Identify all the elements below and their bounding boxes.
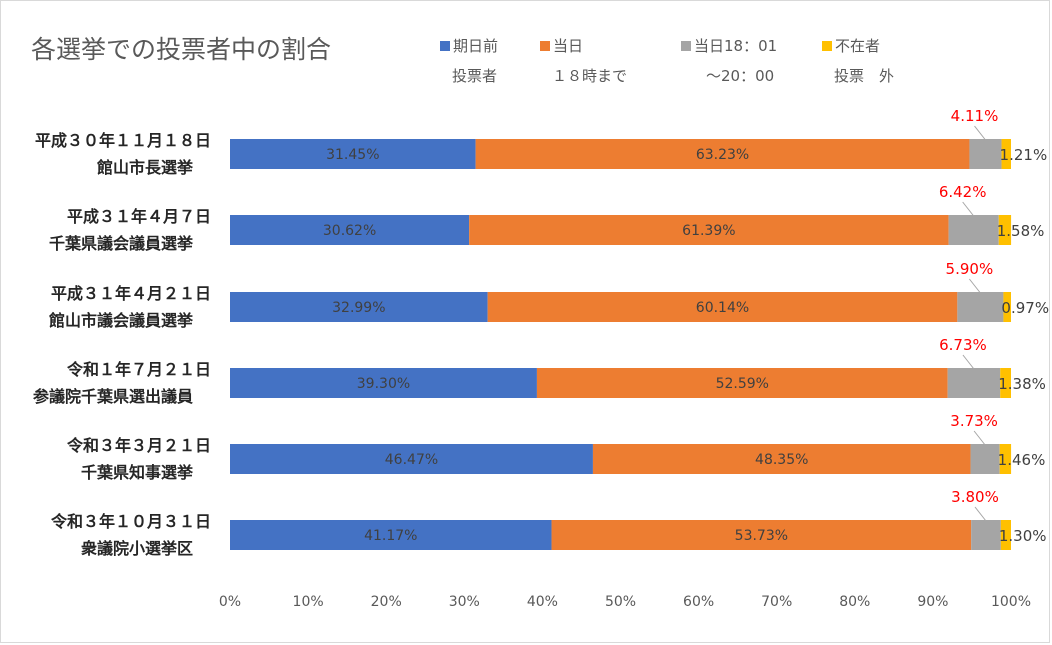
bar-segment — [230, 139, 476, 169]
bar-segment — [1000, 368, 1011, 398]
x-tick-label: 60% — [683, 594, 714, 610]
x-tick-label: 100% — [991, 594, 1031, 610]
bar-segment — [230, 444, 593, 474]
bar-segment — [969, 139, 1002, 169]
legend-swatch-election-day-evening — [681, 41, 691, 51]
x-tick-label: 50% — [605, 594, 636, 610]
category-label-line-1: 平成３１年４月７日 — [67, 207, 211, 226]
legend-label-line-2: １８時まで — [552, 67, 628, 85]
x-tick-label: 20% — [371, 594, 402, 610]
x-tick-label: 90% — [917, 594, 948, 610]
data-label: 46.47% — [385, 452, 438, 468]
legend-label-election-day-evening: 当日18：01 ～20：00 — [694, 31, 777, 91]
data-label: 53.73% — [735, 528, 788, 544]
data-label: 41.17% — [364, 528, 417, 544]
category-label-line-2: 参議院千葉県選出議員 — [33, 387, 193, 406]
bar-segment — [1000, 520, 1011, 550]
bar-segment — [592, 444, 971, 474]
bar-segment — [947, 368, 1001, 398]
data-label-callout: 5.90% — [946, 260, 994, 278]
data-label: 1.38% — [998, 375, 1046, 393]
legend-label-early-vote: 期日前 投票者 — [452, 31, 499, 91]
data-label: 30.62% — [323, 223, 376, 239]
category-label-line-1: 令和３年３月２１日 — [66, 436, 211, 455]
bar-segment — [536, 368, 948, 398]
data-label: 1.30% — [999, 527, 1047, 545]
data-label: 1.46% — [998, 451, 1046, 469]
data-label-callout: 3.80% — [951, 488, 999, 506]
category-label-line-2: 衆議院小選挙区 — [81, 539, 193, 558]
data-label: 1.21% — [1000, 146, 1048, 164]
legend-label-line-1: 当日18：01 — [694, 37, 778, 55]
data-label: 1.58% — [997, 222, 1045, 240]
category-label-line-2: 館山市議会議員選挙 — [49, 311, 193, 330]
bar-segment — [1003, 292, 1011, 322]
legend-label-line-1: 当日 — [553, 37, 584, 55]
data-label-callout: 6.73% — [939, 336, 987, 354]
legend-label-line-1: 不在者 — [835, 37, 881, 55]
legend-label-line-2: 投票者 — [452, 67, 498, 85]
data-label: 31.45% — [326, 147, 379, 163]
bar-segment — [551, 520, 972, 550]
data-label: 0.97% — [1001, 299, 1049, 317]
leader-line — [974, 125, 986, 141]
x-tick-label: 70% — [761, 594, 792, 610]
bar-segment — [230, 520, 552, 550]
bar-segment — [469, 215, 949, 245]
legend-swatch-absentee — [822, 41, 832, 51]
x-tick-label: 30% — [449, 594, 480, 610]
leader-line — [973, 430, 986, 446]
leader-line — [968, 278, 981, 294]
x-tick-label: 40% — [527, 594, 558, 610]
leader-line — [962, 201, 975, 217]
category-label-line-2: 千葉県知事選挙 — [81, 463, 193, 482]
legend-swatch-election-day — [540, 41, 550, 51]
legend-label-line-2: 投票 外 — [834, 67, 895, 85]
data-label: 63.23% — [696, 147, 749, 163]
category-label-line-1: 平成３１年４月２１日 — [51, 284, 211, 303]
data-label: 32.99% — [332, 300, 385, 316]
data-label: 48.35% — [755, 452, 808, 468]
category-label-line-1: 平成３０年１１月１８日 — [35, 131, 211, 150]
x-tick-label: 0% — [219, 594, 241, 610]
data-label: 39.30% — [357, 376, 410, 392]
legend-swatch-early-vote — [440, 41, 450, 51]
bar-segment — [230, 368, 537, 398]
bar-segment — [948, 215, 999, 245]
leader-line — [962, 354, 975, 370]
legend-label-absentee: 不在者 投票 外 — [834, 31, 895, 91]
x-tick-label: 10% — [293, 594, 324, 610]
legend-label-election-day: 当日 １８時まで — [552, 31, 628, 91]
bar-segment — [487, 292, 958, 322]
data-label-callout: 3.73% — [950, 412, 998, 430]
bar-segment — [230, 215, 470, 245]
data-label-callout: 4.11% — [951, 107, 999, 125]
bar-segment — [230, 292, 488, 322]
legend-label-line-1: 期日前 — [453, 37, 499, 55]
bar-segment — [957, 292, 1004, 322]
data-label: 52.59% — [716, 376, 769, 392]
bar-segment — [999, 444, 1012, 474]
x-tick-label: 80% — [839, 594, 870, 610]
data-label-callout: 6.42% — [939, 183, 987, 201]
bar-segment — [475, 139, 970, 169]
category-label-line-1: 令和３年１０月３１日 — [50, 512, 211, 531]
chart-title: 各選挙での投票者中の割合 — [31, 35, 332, 64]
bar-segment — [998, 215, 1012, 245]
bar-segment — [971, 520, 1001, 550]
legend-label-line-2: ～20：00 — [706, 67, 775, 85]
category-label-line-1: 令和１年７月２１日 — [66, 360, 211, 379]
data-label: 61.39% — [682, 223, 735, 239]
leader-line — [974, 506, 987, 522]
bar-segment — [1001, 139, 1011, 169]
bar-segment — [970, 444, 1000, 474]
category-label-line-2: 館山市長選挙 — [97, 158, 193, 177]
data-label: 60.14% — [696, 300, 749, 316]
category-label-line-2: 千葉県議会議員選挙 — [49, 234, 193, 253]
